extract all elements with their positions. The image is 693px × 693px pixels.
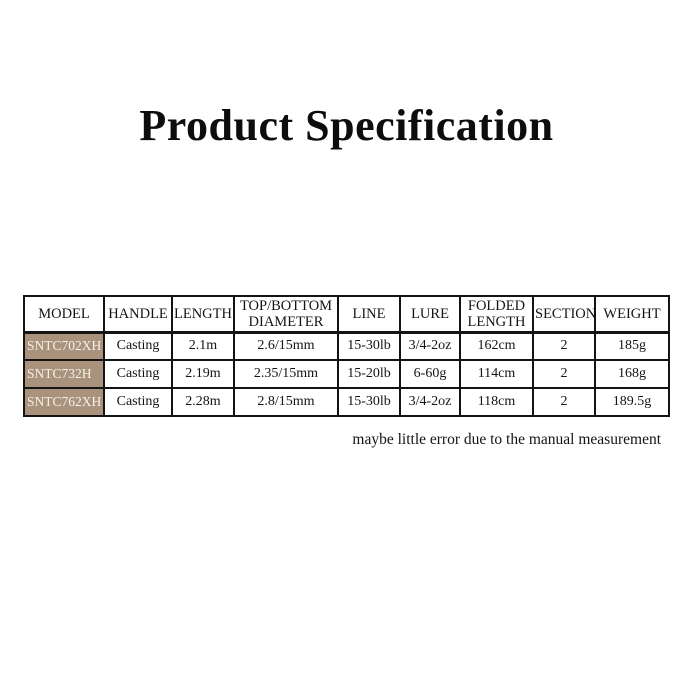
header-row: MODEL HANDLE LENGTH TOP/BOTTOM DIAMETER … [23,295,670,334]
cell-weight: 185g [594,331,670,361]
table-row: SNTC702XH Casting 2.1m 2.6/15mm 15-30lb … [23,331,670,361]
cell-weight: 189.5g [594,387,670,417]
cell-weight: 168g [594,359,670,389]
col-header-weight: WEIGHT [594,295,670,334]
model-cell: SNTC702XH [23,331,105,361]
cell-diameter: 2.8/15mm [233,387,339,417]
col-header-model: MODEL [23,295,105,334]
cell-handle: Casting [103,387,173,417]
col-header-diameter: TOP/BOTTOM DIAMETER [233,295,339,334]
table-row: SNTC732H Casting 2.19m 2.35/15mm 15-20lb… [23,359,670,389]
model-cell: SNTC762XH [23,387,105,417]
spec-table-body: SNTC702XH Casting 2.1m 2.6/15mm 15-30lb … [23,331,670,417]
col-header-handle: HANDLE [103,295,173,334]
page-title: Product Specification [139,101,554,150]
cell-lure: 6-60g [399,359,461,389]
table-row: SNTC762XH Casting 2.28m 2.8/15mm 15-30lb… [23,387,670,417]
cell-lure: 3/4-2oz [399,331,461,361]
cell-section: 2 [532,387,596,417]
col-header-folded-length: FOLDED LENGTH [459,295,534,334]
cell-handle: Casting [103,359,173,389]
cell-line: 15-30lb [337,387,401,417]
col-header-section: SECTION [532,295,596,334]
cell-length: 2.1m [171,331,235,361]
cell-line: 15-20lb [337,359,401,389]
cell-lure: 3/4-2oz [399,387,461,417]
model-cell: SNTC732H [23,359,105,389]
measurement-note: maybe little error due to the manual mea… [352,431,661,448]
cell-diameter: 2.35/15mm [233,359,339,389]
cell-diameter: 2.6/15mm [233,331,339,361]
cell-folded-length: 162cm [459,331,534,361]
cell-handle: Casting [103,331,173,361]
cell-folded-length: 118cm [459,387,534,417]
spec-table: MODEL HANDLE LENGTH TOP/BOTTOM DIAMETER … [23,295,670,417]
spec-table-head: MODEL HANDLE LENGTH TOP/BOTTOM DIAMETER … [23,295,670,334]
cell-section: 2 [532,359,596,389]
cell-section: 2 [532,331,596,361]
col-header-length: LENGTH [171,295,235,334]
col-header-lure: LURE [399,295,461,334]
cell-length: 2.19m [171,359,235,389]
cell-line: 15-30lb [337,331,401,361]
cell-length: 2.28m [171,387,235,417]
cell-folded-length: 114cm [459,359,534,389]
col-header-line: LINE [337,295,401,334]
